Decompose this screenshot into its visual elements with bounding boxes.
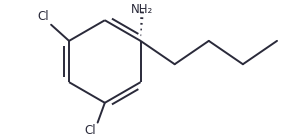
Text: Cl: Cl [38, 10, 49, 23]
Text: NH₂: NH₂ [131, 3, 153, 16]
Text: Cl: Cl [84, 124, 96, 137]
